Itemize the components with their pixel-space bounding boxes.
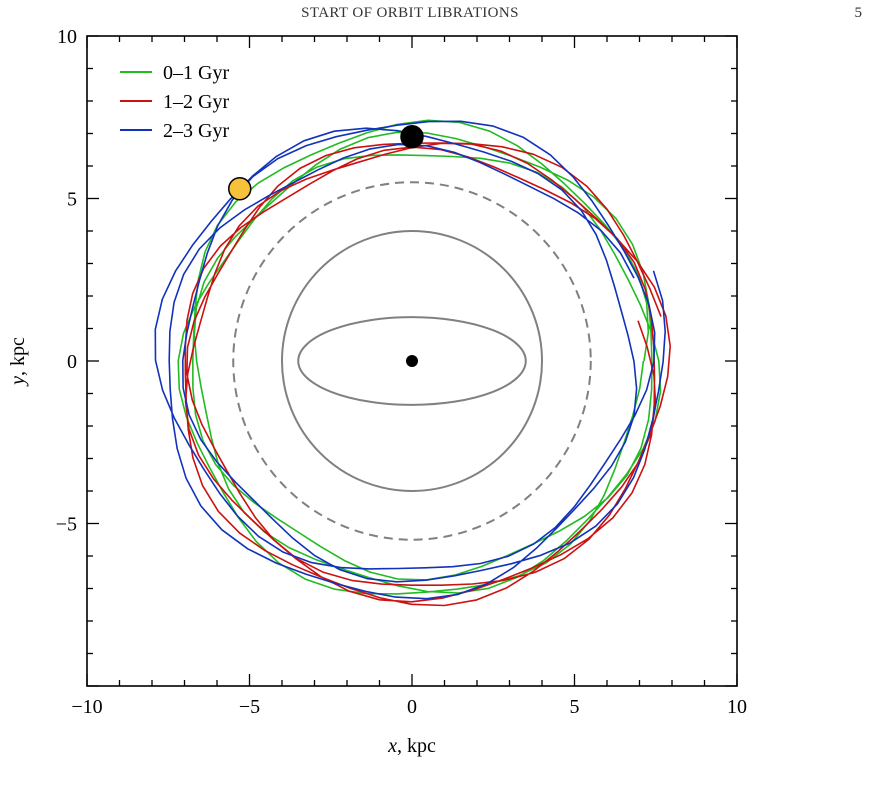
y-axis-unit: , kpc (7, 337, 29, 376)
x-tick-label: −10 (71, 696, 102, 718)
marker-start-yellow (228, 177, 252, 201)
page-number: 5 (854, 5, 863, 21)
orbit-series-2 (154, 120, 666, 600)
y-axis-title: y, kpc (7, 337, 29, 387)
legend-label: 2–3 Gyr (163, 120, 229, 142)
x-tick-label: 0 (407, 696, 417, 718)
legend-label: 0–1 Gyr (163, 62, 229, 84)
running-title: START OF ORBIT LIBRATIONS (301, 5, 519, 21)
y-tick-label: 0 (67, 351, 77, 373)
x-axis-unit: , kpc (397, 735, 436, 757)
x-axis-variable: x (387, 735, 397, 757)
reference-circle-1 (281, 230, 543, 492)
y-tick-label: 10 (57, 26, 77, 48)
reference-curves (232, 181, 592, 541)
y-tick-label: 5 (67, 189, 77, 211)
orbit-series-0 (177, 119, 662, 595)
orbit-series (154, 119, 671, 607)
marker-start-black (400, 125, 424, 149)
x-tick-label: −5 (239, 696, 260, 718)
marker-center (406, 355, 418, 367)
legend: 0–1 Gyr 1–2 Gyr 2–3 Gyr (120, 62, 229, 142)
y-tick-label: −5 (56, 514, 77, 536)
x-tick-label: 5 (570, 696, 580, 718)
reference-circle-2 (232, 181, 592, 541)
tick-labels: −10 −5 0 5 10 −5 0 5 10 (56, 26, 747, 718)
y-axis-variable: y (7, 376, 29, 387)
markers (228, 125, 424, 367)
axis-ticks (86, 35, 738, 687)
x-axis-title: x, kpc (387, 735, 436, 757)
x-tick-label: 10 (727, 696, 747, 718)
legend-label: 1–2 Gyr (163, 91, 229, 113)
running-head: START OF ORBIT LIBRATIONS 5 (0, 5, 870, 31)
reference-ellipse-0 (297, 316, 527, 406)
